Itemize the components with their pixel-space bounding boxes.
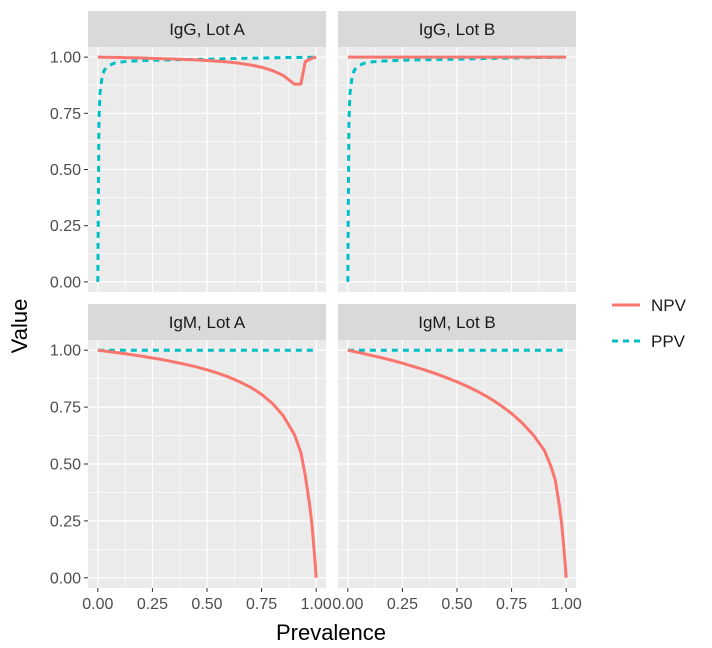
y-tick-label: 1.00 xyxy=(50,50,81,67)
y-tick-label: 0.50 xyxy=(50,162,81,179)
x-tick-label: 1.00 xyxy=(551,596,582,613)
legend-item-npv: NPV xyxy=(608,289,687,321)
x-axis-title: Prevalence xyxy=(276,620,386,645)
legend: NPV PPV xyxy=(608,289,687,357)
x-tick-label: 0.25 xyxy=(137,596,168,613)
y-tick-label: 0.00 xyxy=(50,570,81,587)
x-tick-label: 0.00 xyxy=(332,596,363,613)
x-tick-label: 0.75 xyxy=(496,596,527,613)
facet-panel: IgM, Lot A xyxy=(88,304,326,588)
facet-strip-label: IgM, Lot A xyxy=(169,313,246,332)
series-line-npv xyxy=(97,55,317,86)
y-tick-label: 0.75 xyxy=(50,106,81,123)
legend-item-ppv: PPV xyxy=(608,325,686,357)
facet-panel: IgG, Lot A xyxy=(88,11,326,292)
x-tick-label: 0.50 xyxy=(191,596,222,613)
x-tick-label: 0.00 xyxy=(82,596,113,613)
y-tick-label: 0.50 xyxy=(50,457,81,474)
legend-label: PPV xyxy=(651,332,686,351)
y-tick-label: 1.00 xyxy=(50,343,81,360)
series-line-npv xyxy=(97,348,318,578)
y-tick-label: 0.25 xyxy=(50,513,81,530)
x-tick-label: 0.50 xyxy=(441,596,472,613)
facet-strip xyxy=(338,11,576,47)
facet-panel: IgG, Lot B xyxy=(338,11,576,292)
facet-strip-label: IgM, Lot B xyxy=(418,313,495,332)
panels-layer: IgG, Lot A IgG, Lot B IgM, Lot A IgM, Lot B xyxy=(88,11,576,588)
x-tick-label: 0.25 xyxy=(387,596,418,613)
facet-panel: IgM, Lot B xyxy=(338,304,576,588)
axes-layer: 0.000.250.500.751.000.000.250.500.751.00… xyxy=(50,50,582,613)
y-tick-label: 0.00 xyxy=(50,274,81,291)
facet-strip-label: IgG, Lot B xyxy=(419,20,496,39)
facet-strip xyxy=(88,304,326,340)
facet-strip xyxy=(338,304,576,340)
series-line-npv xyxy=(347,348,568,578)
x-tick-label: 1.00 xyxy=(301,596,332,613)
legend-label: NPV xyxy=(651,296,687,315)
y-tick-label: 0.25 xyxy=(50,218,81,235)
y-tick-label: 0.75 xyxy=(50,400,81,417)
x-tick-label: 0.75 xyxy=(246,596,277,613)
facet-strip-label: IgG, Lot A xyxy=(169,20,245,39)
y-axis-title: Value xyxy=(7,299,32,354)
facet-strip xyxy=(88,11,326,47)
